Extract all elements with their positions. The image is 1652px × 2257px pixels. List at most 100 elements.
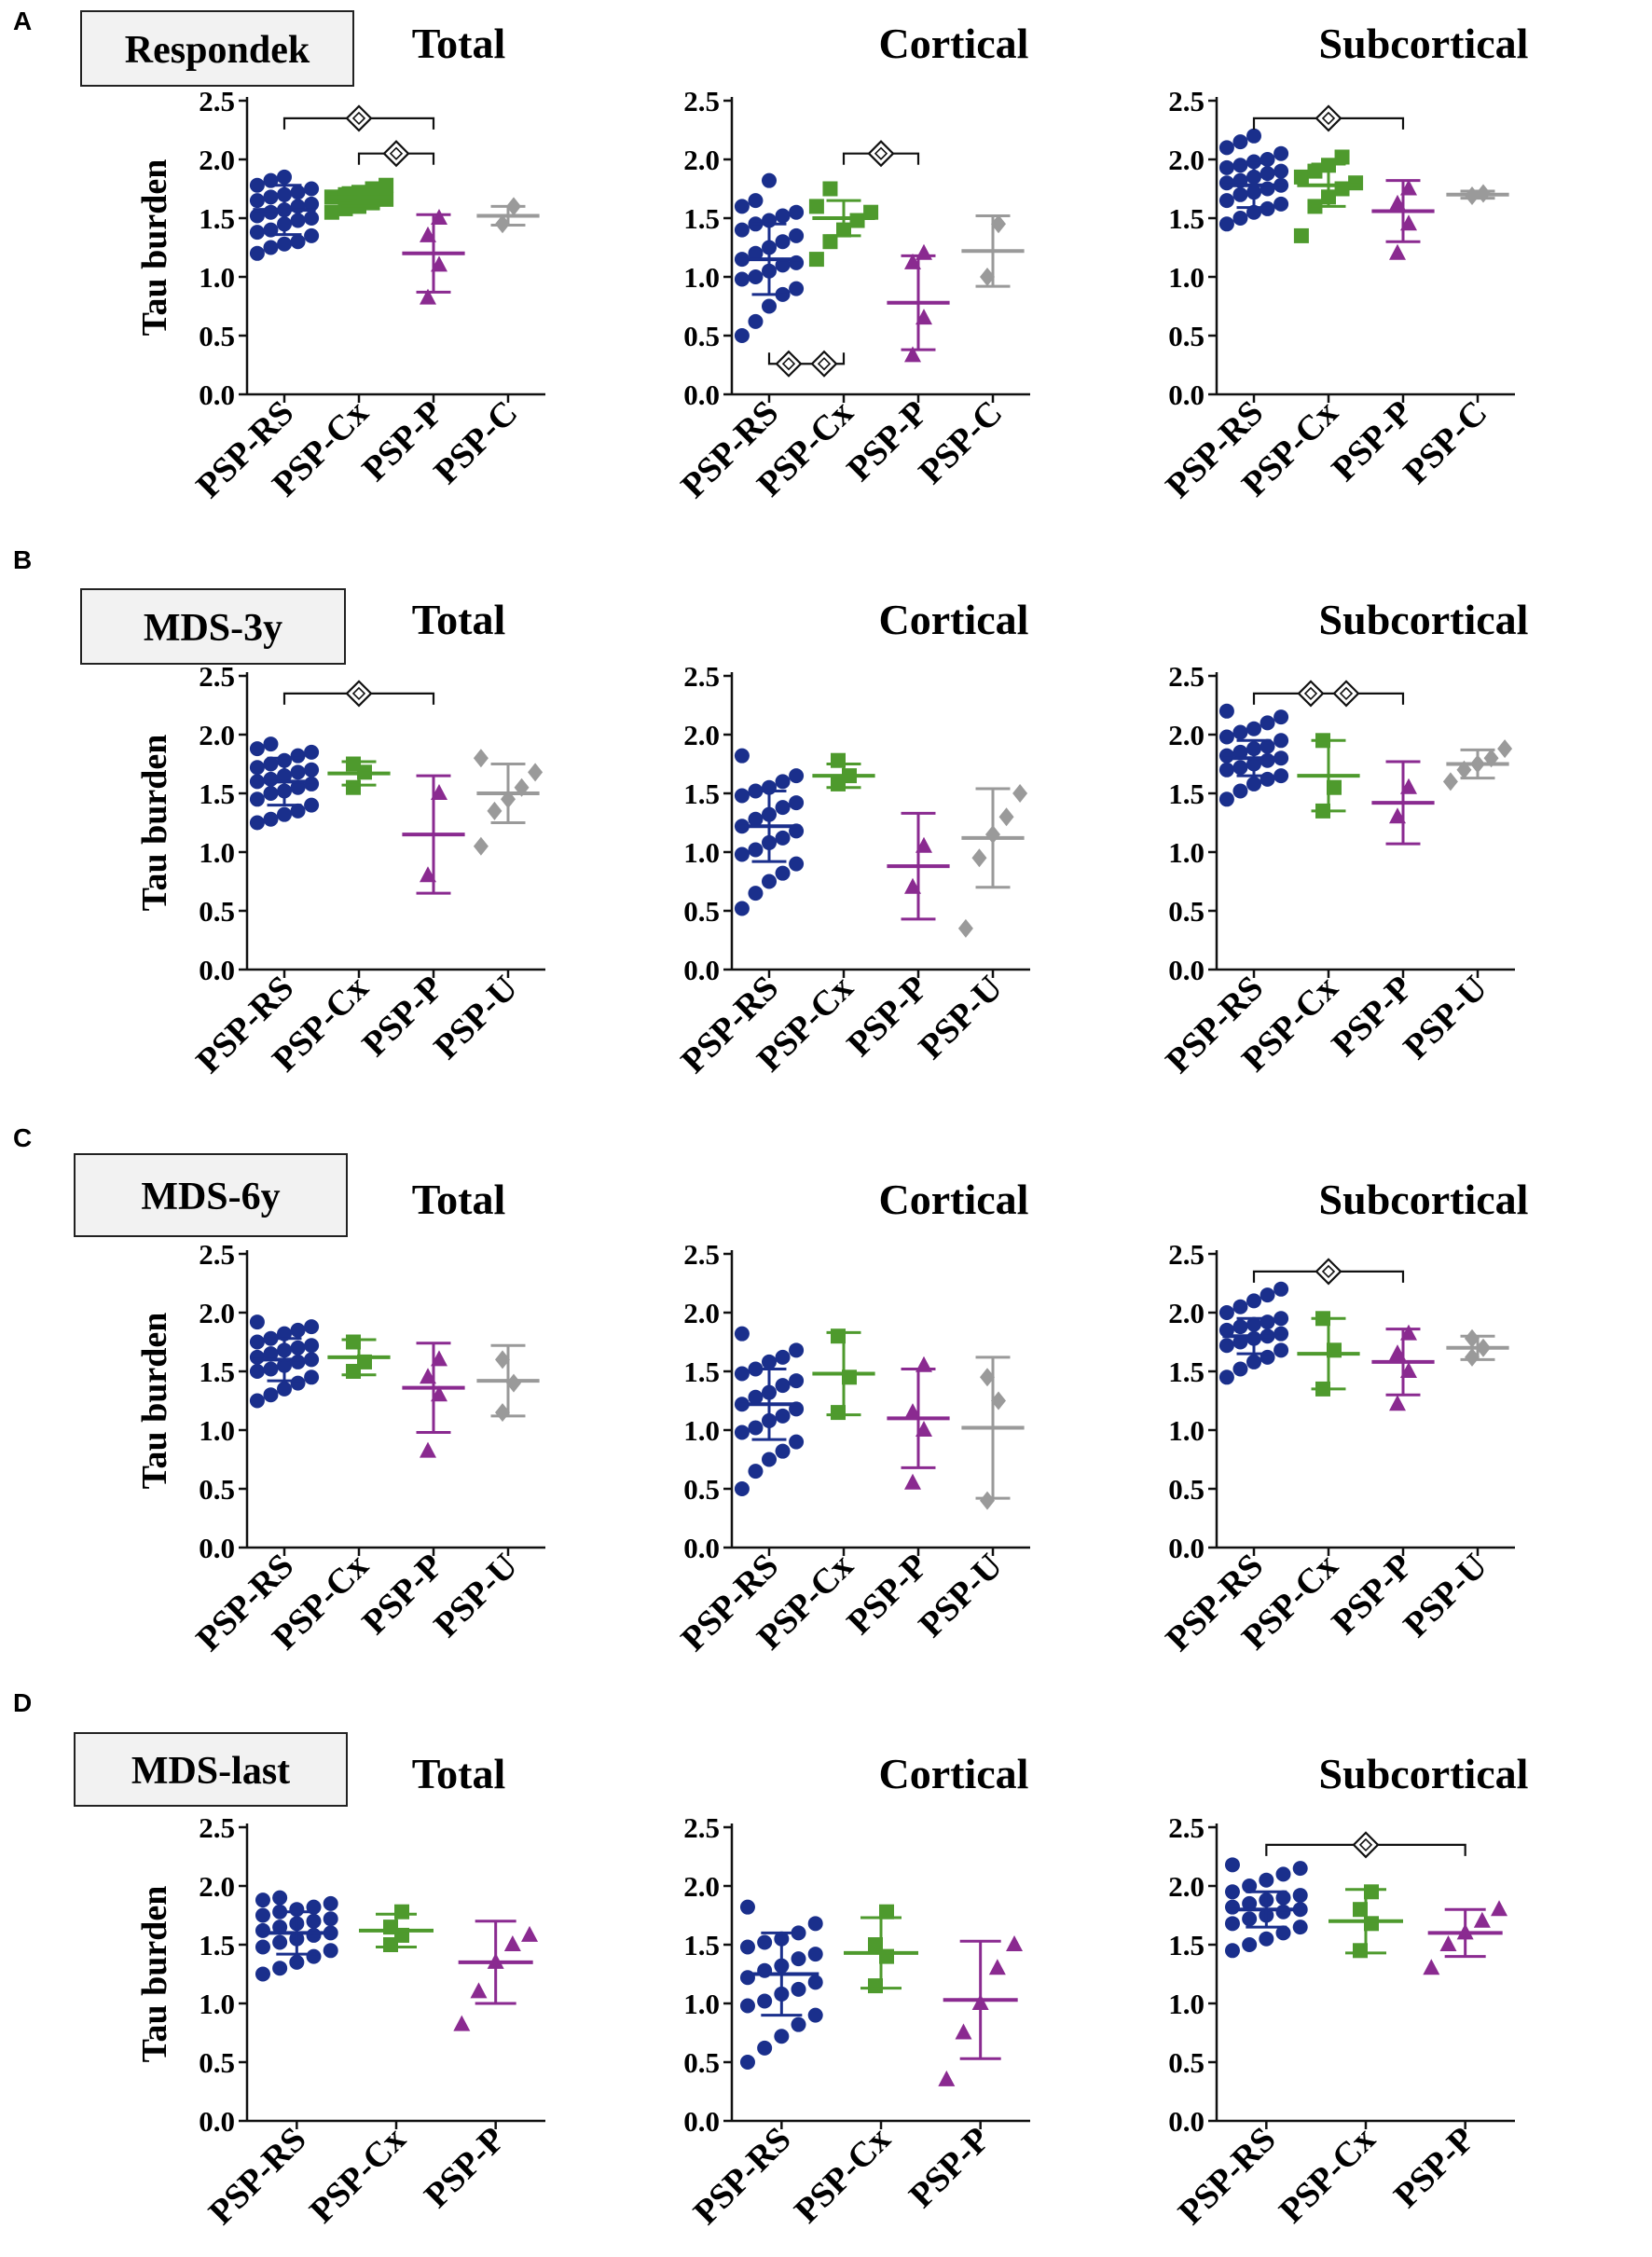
data-point: [991, 1391, 1006, 1411]
y-tick-label: 0.0: [1168, 2105, 1205, 2138]
data-point: [748, 1389, 764, 1405]
data-point: [739, 2055, 755, 2070]
data-point: [263, 240, 279, 255]
group-psp-rs: [249, 736, 320, 831]
y-tick-label: 2.0: [683, 144, 720, 176]
y-tick-label: 0.0: [1168, 1532, 1205, 1564]
y-tick-label: 1.0: [199, 261, 235, 294]
data-point: [789, 227, 805, 243]
data-point: [734, 271, 750, 287]
data-point: [306, 1948, 322, 1964]
subplot-title: Total: [412, 596, 506, 643]
subplot-cortical: Cortical0.00.51.01.52.02.5PSP-RSPSP-CxPS…: [674, 596, 1030, 1080]
significance-diamond-inner: [389, 146, 404, 160]
data-point: [1246, 776, 1261, 791]
data-point: [249, 1349, 265, 1365]
y-tick-label: 2.5: [199, 85, 235, 117]
data-point: [1292, 1920, 1308, 1935]
y-tick-label: 0.0: [199, 1532, 235, 1564]
y-tick-label: 1.0: [683, 836, 720, 869]
data-point: [1273, 733, 1289, 749]
y-tick-label: 1.0: [199, 1988, 235, 2020]
data-point: [272, 1920, 288, 1935]
data-point: [789, 204, 805, 220]
data-point: [748, 1420, 764, 1436]
criteria-box: [74, 1732, 348, 1807]
data-point: [980, 1368, 995, 1387]
significance-diamond-icon: [1315, 1258, 1342, 1286]
data-point: [1218, 216, 1234, 232]
y-tick-label: 2.0: [1168, 719, 1205, 751]
y-tick-label: 2.5: [199, 660, 235, 693]
data-point: [255, 1939, 270, 1955]
y-tick-label: 2.0: [199, 1870, 235, 1903]
y-axis-label: Tau burden: [135, 1886, 174, 2063]
y-tick-label: 2.0: [199, 719, 235, 751]
group-psp-u: [961, 1356, 1025, 1510]
data-point: [988, 1959, 1006, 1975]
data-point: [249, 791, 265, 807]
y-tick-label: 0.5: [199, 320, 235, 352]
data-point: [263, 189, 279, 205]
data-point: [470, 1982, 488, 1999]
y-tick-label: 2.0: [199, 144, 235, 176]
data-point: [1232, 1299, 1248, 1314]
data-point: [1273, 709, 1289, 725]
subplot-title: Cortical: [879, 20, 1029, 67]
subplot-title: Cortical: [879, 1176, 1029, 1223]
data-point: [1259, 1872, 1274, 1888]
data-point: [263, 771, 279, 787]
data-point: [807, 1916, 823, 1932]
data-point: [1232, 783, 1248, 799]
data-point: [904, 346, 921, 363]
data-point: [1218, 729, 1234, 745]
data-point: [1491, 1900, 1508, 1917]
x-tick-label: PSP-U: [427, 969, 526, 1067]
data-point: [290, 185, 306, 200]
significance-diamond-icon: [1297, 680, 1325, 708]
data-point: [807, 1947, 823, 1962]
y-tick-label: 1.5: [683, 1356, 720, 1388]
data-point: [379, 177, 394, 193]
y-tick-label: 1.0: [199, 1414, 235, 1447]
criteria-box: [80, 588, 346, 665]
panel-letter: A: [13, 7, 32, 35]
data-point: [304, 1319, 320, 1335]
data-point: [337, 200, 353, 216]
significance-diamond-inner: [874, 146, 888, 160]
panel-letter: B: [13, 545, 32, 574]
subplot-cortical: Cortical0.00.51.01.52.02.5PSP-RSPSP-CxPS…: [674, 20, 1030, 505]
data-point: [249, 208, 265, 224]
data-point: [337, 186, 353, 202]
significance-diamond-inner: [1358, 1837, 1373, 1852]
subplot-title: Total: [412, 1750, 506, 1797]
data-point: [255, 1892, 270, 1908]
group-psp-u: [473, 749, 544, 856]
data-point: [272, 1961, 288, 1976]
y-tick-label: 0.0: [683, 2105, 720, 2138]
data-point: [734, 199, 750, 214]
data-point: [1260, 1349, 1275, 1365]
data-point: [249, 815, 265, 831]
panel-D: D MDS-last Tau burden Total 0.0 0.5 1.0 1.5 2.0 2…: [13, 1688, 1528, 2232]
significance-bracket: [357, 140, 435, 168]
data-point: [324, 204, 339, 220]
data-point: [1218, 1322, 1234, 1338]
y-tick-label: 1.5: [1168, 202, 1205, 235]
data-point: [1242, 1879, 1258, 1893]
y-tick-label: 1.5: [683, 202, 720, 235]
data-point: [734, 846, 750, 862]
data-point: [822, 181, 838, 197]
panel-A: A Respondek Tau burden Total 0.0 0.5 1.0 1.5 2.0…: [13, 7, 1528, 505]
significance-diamond-inner: [781, 357, 796, 371]
y-tick-label: 2.5: [683, 1238, 720, 1271]
y-tick-label: 0.0: [1168, 378, 1205, 411]
data-point: [277, 806, 292, 822]
data-point: [521, 1925, 539, 1942]
data-point: [263, 1346, 279, 1362]
data-point: [1260, 166, 1275, 182]
data-point: [1218, 703, 1234, 719]
data-point: [757, 2040, 773, 2056]
significance-diamond-icon: [1352, 1831, 1380, 1859]
data-point: [1275, 1890, 1291, 1906]
